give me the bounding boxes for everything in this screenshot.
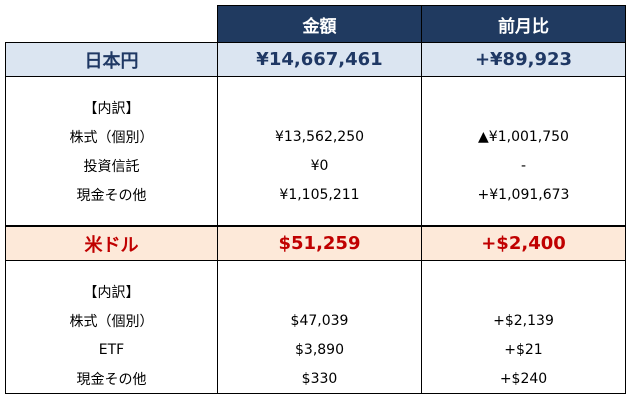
jpy-label: 日本円 [5,42,218,77]
usd-change: +$2,400 [421,225,626,261]
row-amount: ¥0 [217,151,422,180]
row-change: ▲¥1,001,750 [421,122,626,151]
row-amount: $3,890 [217,335,422,364]
row-amount: ¥1,105,211 [217,180,422,209]
header-row: 金額 前月比 [5,5,626,43]
usd-detail-row: ETF $3,890 +$21 [5,335,626,364]
usd-total-row: 米ドル $51,259 +$2,400 [5,225,626,261]
row-change: +$21 [421,335,626,364]
jpy-total-row: 日本円 ¥14,667,461 +¥89,923 [5,42,626,77]
usd-amount: $51,259 [217,225,422,261]
usd-detail-row: 株式（個別） $47,039 +$2,139 [5,306,626,335]
usd-breakdown-heading-row: 【内訳】 [5,277,626,306]
jpy-detail-row: 投資信託 ¥0 - [5,151,626,180]
row-label: 現金その他 [5,364,218,394]
spacer-row [5,209,626,226]
jpy-detail-row: 株式（個別） ¥13,562,250 ▲¥1,001,750 [5,122,626,151]
row-amount: $330 [217,364,422,394]
header-amount: 金額 [217,5,422,43]
jpy-change: +¥89,923 [421,42,626,77]
row-label: 株式（個別） [5,122,218,151]
jpy-detail-row: 現金その他 ¥1,105,211 +¥1,091,673 [5,180,626,209]
row-change: +¥1,091,673 [421,180,626,209]
spacer-row [5,76,626,93]
row-amount: ¥13,562,250 [217,122,422,151]
row-change: - [421,151,626,180]
usd-detail-row: 現金その他 $330 +$240 [5,364,626,394]
row-label: 株式（個別） [5,306,218,335]
row-label: ETF [5,335,218,364]
row-amount: $47,039 [217,306,422,335]
row-change: +$2,139 [421,306,626,335]
usd-label: 米ドル [5,225,218,261]
header-change: 前月比 [421,5,626,43]
jpy-breakdown-label: 【内訳】 [5,93,218,122]
jpy-amount: ¥14,667,461 [217,42,422,77]
spacer-row [5,260,626,277]
jpy-breakdown-heading-row: 【内訳】 [5,93,626,122]
usd-breakdown-label: 【内訳】 [5,277,218,306]
header-blank-cell [5,5,218,43]
asset-summary-table: 金額 前月比 日本円 ¥14,667,461 +¥89,923 【内訳】 株式（… [5,5,626,394]
row-label: 投資信託 [5,151,218,180]
row-label: 現金その他 [5,180,218,209]
row-change: +$240 [421,364,626,394]
